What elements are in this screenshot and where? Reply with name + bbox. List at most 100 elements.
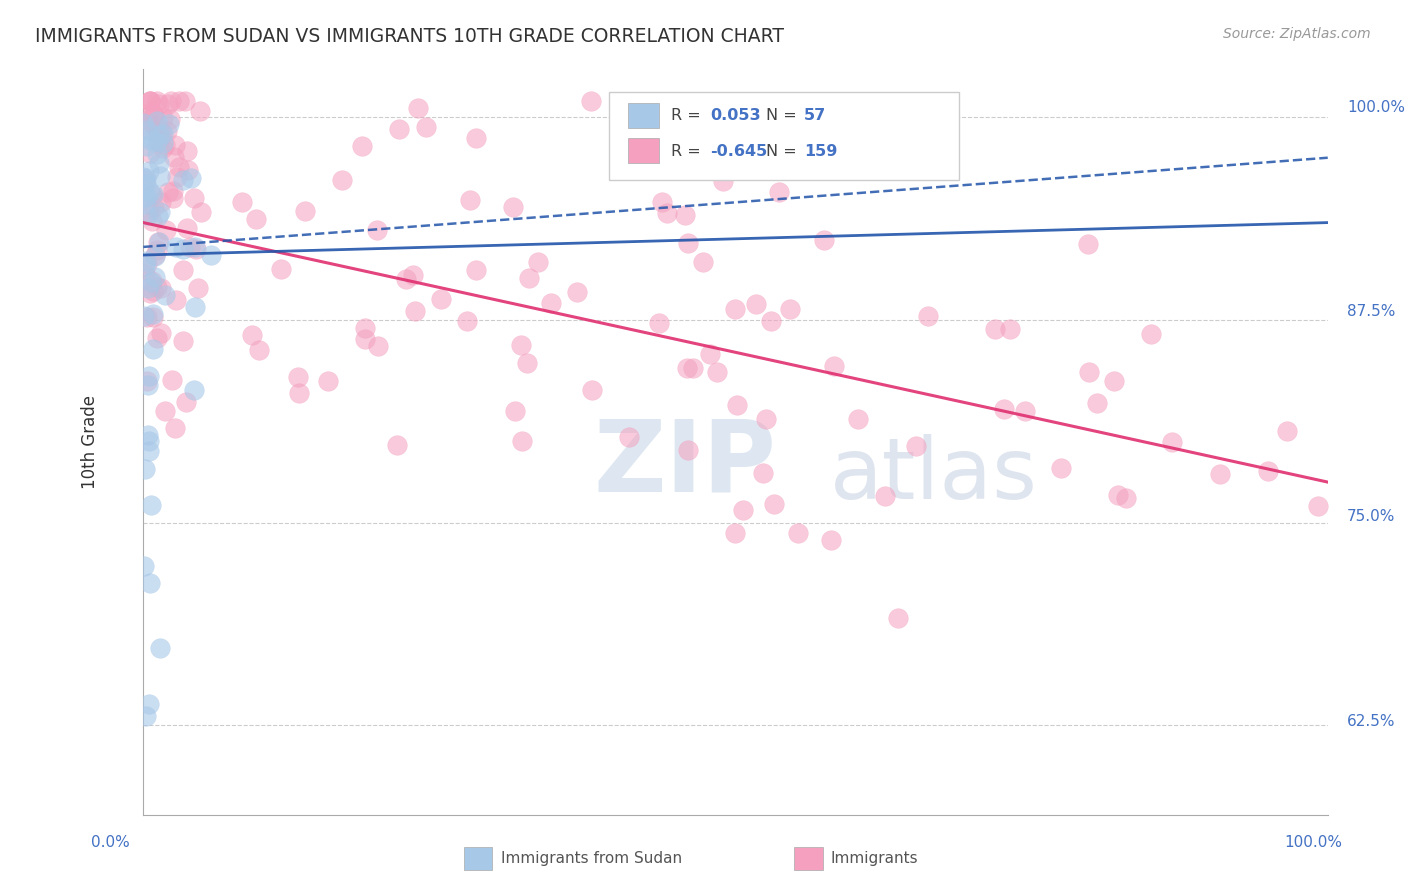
Point xyxy=(141,274,163,288)
Point xyxy=(172,173,194,187)
Text: R =: R = xyxy=(671,145,706,159)
Point xyxy=(388,121,411,136)
Point xyxy=(288,385,311,400)
Point xyxy=(464,131,486,145)
Point xyxy=(813,233,835,247)
Point xyxy=(136,281,159,295)
Point xyxy=(179,239,201,253)
Point xyxy=(1077,237,1099,252)
Point xyxy=(245,211,267,226)
Text: Source: ZipAtlas.com: Source: ZipAtlas.com xyxy=(1223,27,1371,41)
Text: 75.0%: 75.0% xyxy=(1347,509,1395,524)
Point xyxy=(465,263,488,277)
Point xyxy=(502,200,524,214)
Text: 100.0%: 100.0% xyxy=(1347,100,1405,115)
Point xyxy=(172,334,194,349)
Point xyxy=(1102,374,1125,388)
Point xyxy=(135,177,157,191)
Point xyxy=(135,257,157,271)
Point xyxy=(516,356,538,370)
Point xyxy=(456,314,478,328)
Point xyxy=(820,533,842,548)
Point xyxy=(132,121,155,136)
Point xyxy=(354,321,377,335)
Point xyxy=(141,498,163,512)
Point xyxy=(1257,464,1279,478)
Point xyxy=(132,170,155,185)
Point xyxy=(146,280,169,294)
Point xyxy=(138,698,160,712)
Point xyxy=(725,398,748,412)
Point xyxy=(139,133,162,147)
Point xyxy=(135,254,157,268)
Text: 0.0%: 0.0% xyxy=(91,836,131,850)
Point xyxy=(1078,365,1101,379)
Point xyxy=(177,163,200,178)
Text: 0.053: 0.053 xyxy=(710,109,761,123)
Text: Immigrants from Sudan: Immigrants from Sudan xyxy=(501,851,682,865)
Point xyxy=(173,263,195,277)
Point xyxy=(142,133,165,147)
Point xyxy=(146,94,169,108)
Point xyxy=(993,401,1015,416)
Point xyxy=(619,430,641,444)
Point xyxy=(139,146,162,161)
Point xyxy=(540,296,562,310)
Point xyxy=(1209,467,1232,482)
Point xyxy=(200,248,222,262)
Point xyxy=(917,310,939,324)
Point xyxy=(176,221,198,235)
Point xyxy=(733,502,755,516)
Point xyxy=(143,249,166,263)
Text: 62.5%: 62.5% xyxy=(1347,714,1395,729)
Point xyxy=(135,374,157,388)
Point xyxy=(1161,434,1184,449)
Point xyxy=(138,444,160,458)
Point xyxy=(142,109,165,123)
Point xyxy=(581,384,603,398)
Point xyxy=(139,94,162,108)
Point xyxy=(350,138,373,153)
Point xyxy=(998,322,1021,336)
Point xyxy=(385,438,408,452)
Point xyxy=(316,374,339,388)
Point xyxy=(174,94,197,108)
Point xyxy=(150,326,173,340)
Point xyxy=(143,200,166,214)
Point xyxy=(166,169,188,184)
Point xyxy=(169,160,191,174)
Point xyxy=(187,281,209,295)
Point xyxy=(711,174,734,188)
Point xyxy=(429,292,451,306)
Point xyxy=(156,124,179,138)
Point xyxy=(786,525,808,540)
Point xyxy=(768,185,790,199)
Text: R =: R = xyxy=(671,109,706,123)
Point xyxy=(231,194,253,209)
Text: -0.645: -0.645 xyxy=(710,145,768,159)
Point xyxy=(142,285,165,299)
Point xyxy=(174,394,197,409)
Text: 87.5%: 87.5% xyxy=(1347,304,1395,319)
Point xyxy=(162,184,184,198)
Point xyxy=(148,156,170,170)
Point xyxy=(149,205,172,219)
Point xyxy=(657,206,679,220)
Point xyxy=(138,378,160,392)
Point xyxy=(146,125,169,139)
Point xyxy=(142,186,165,201)
Point xyxy=(132,116,155,130)
Point xyxy=(148,235,170,249)
Text: atlas: atlas xyxy=(831,434,1038,516)
Point xyxy=(779,302,801,317)
Point xyxy=(724,301,747,316)
Point xyxy=(287,370,309,384)
Point xyxy=(887,610,910,624)
Point xyxy=(143,118,166,132)
Point xyxy=(651,195,673,210)
Point xyxy=(692,254,714,268)
Point xyxy=(136,188,159,202)
Point xyxy=(138,434,160,448)
Point xyxy=(165,293,187,307)
Point xyxy=(142,310,165,325)
